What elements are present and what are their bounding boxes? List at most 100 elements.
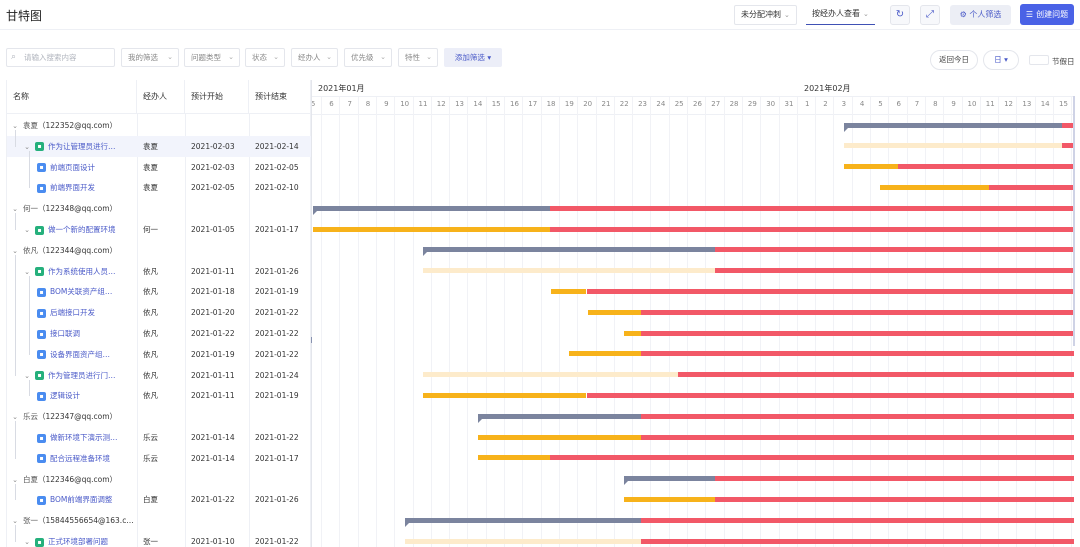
overdue-bar[interactable] [714, 496, 1074, 502]
story-bar[interactable] [422, 372, 678, 378]
group-summary-bar[interactable] [624, 476, 715, 482]
issue-type-select[interactable]: 问题类型 ⌄ [184, 48, 240, 67]
create-issue-button[interactable]: ☰ 创建问题 [1020, 4, 1074, 25]
task-bar[interactable] [587, 309, 642, 315]
assignee-group-row[interactable]: ⌄ 白夏（122346@qq.com） [7, 469, 311, 490]
overdue-bar[interactable] [549, 226, 1074, 232]
task-bar[interactable] [477, 434, 642, 440]
expand-caret-icon[interactable]: ⌄ [24, 371, 30, 380]
story-bar[interactable] [843, 143, 1063, 149]
issue-title-link[interactable]: 正式环境部署问题 [48, 537, 108, 546]
overdue-bar[interactable] [641, 413, 1074, 419]
table-row[interactable]: ⌄ ▪ 作为系统使用人员… 依凡 2021-01-11 2021-01-26 [7, 261, 311, 282]
task-bar[interactable] [880, 184, 990, 190]
add-filter-button[interactable]: 添加筛选 ▾ [444, 48, 502, 67]
overdue-bar[interactable] [714, 268, 1074, 274]
overdue-bar[interactable] [714, 476, 1074, 482]
table-row[interactable]: ▪ BOM关联资产组… 依凡 2021-01-18 2021-01-19 [7, 281, 311, 302]
group-summary-bar[interactable] [404, 517, 642, 523]
overdue-bar[interactable] [897, 164, 1074, 170]
issue-title-link[interactable]: 后端接口开发 [50, 308, 95, 318]
issue-title-link[interactable]: 配合远程准备环境 [50, 453, 110, 463]
issue-title-link[interactable]: 做一个新的配置环境 [48, 225, 116, 234]
overdue-bar[interactable] [641, 434, 1074, 440]
assignee-group-row[interactable]: ⌄ 乐云（122347@qq.com） [7, 406, 311, 427]
personal-filter-button[interactable]: ⚙ 个人筛选 [950, 5, 1011, 25]
expand-caret-icon[interactable]: ⌄ [12, 246, 18, 255]
overdue-bar[interactable] [641, 538, 1074, 544]
overdue-bar[interactable] [549, 205, 1074, 211]
story-bar[interactable] [404, 538, 642, 544]
assignee-group-row[interactable]: ⌄ 何一（122348@qq.com） [7, 198, 311, 219]
expand-caret-icon[interactable]: ⌄ [12, 413, 18, 422]
holiday-toggle[interactable] [1029, 55, 1049, 65]
feature-select[interactable]: 特性 ⌄ [398, 48, 438, 67]
task-bar[interactable] [313, 226, 550, 232]
issue-title-link[interactable]: 做新环境下演示测… [50, 433, 118, 442]
expand-caret-icon[interactable]: ⌄ [12, 122, 18, 130]
expand-caret-icon[interactable]: ⌄ [24, 142, 30, 151]
overdue-bar[interactable] [641, 330, 1074, 336]
issue-title-link[interactable]: 接口联调 [50, 329, 80, 338]
overdue-bar[interactable] [678, 372, 1074, 378]
expand-caret-icon[interactable]: ⌄ [24, 538, 30, 546]
overdue-bar[interactable] [641, 351, 1074, 357]
assignee-group-row[interactable]: ⌄ 张一（15844556654@163.c… [7, 510, 311, 531]
overdue-bar[interactable] [586, 392, 1074, 398]
overdue-bar[interactable] [641, 517, 1074, 523]
overdue-bar[interactable] [1062, 143, 1074, 149]
issue-title-link[interactable]: 设备界面资产组… [50, 349, 110, 359]
expand-caret-icon[interactable]: ⌄ [12, 517, 18, 526]
expand-caret-icon[interactable]: ⌄ [12, 475, 18, 484]
issue-title-link[interactable]: BOM关联资产组… [50, 287, 113, 297]
assignee-select[interactable]: 经办人 ⌄ [291, 48, 338, 67]
overdue-bar[interactable] [641, 309, 1074, 315]
search-input[interactable]: ⌕ 请输入搜索内容 [6, 48, 115, 67]
table-row[interactable]: ▪ 前端页面设计 袁夏 2021-02-03 2021-02-05 [7, 157, 311, 178]
task-bar[interactable] [624, 330, 642, 336]
view-select[interactable]: 按经办人查看 ⌄ [806, 5, 875, 25]
issue-title-link[interactable]: 作为让管理员进行… [48, 141, 116, 151]
assignee-group-row[interactable]: ⌄ 依凡（122344@qq.com） [7, 240, 311, 261]
expand-caret-icon[interactable]: ⌄ [24, 267, 30, 276]
issue-title-link[interactable]: 作为系统使用人员… [48, 266, 116, 276]
task-bar[interactable] [422, 392, 587, 398]
my-filter-select[interactable]: 我的筛选 ⌄ [121, 48, 179, 67]
overdue-bar[interactable] [586, 288, 1074, 294]
task-bar[interactable] [624, 496, 715, 502]
story-bar[interactable] [422, 268, 715, 274]
overdue-bar[interactable] [1062, 122, 1074, 128]
fullscreen-button[interactable]: ⤢ [920, 5, 940, 25]
priority-select[interactable]: 优先级 ⌄ [344, 48, 392, 67]
table-row[interactable]: ▪ 接口联调 依凡 2021-01-22 2021-01-22 [7, 323, 311, 344]
table-row[interactable]: ▪ 配合远程准备环境 乐云 2021-01-14 2021-01-17 [7, 448, 311, 469]
table-row[interactable]: ▪ 设备界面资产组… 依凡 2021-01-19 2021-01-22 [7, 344, 311, 365]
task-bar[interactable] [550, 288, 587, 294]
gantt-scrollbar[interactable] [1073, 96, 1075, 346]
overdue-bar[interactable] [549, 455, 1074, 461]
table-row[interactable]: ▪ 逻辑设计 依凡 2021-01-11 2021-01-19 [7, 385, 311, 406]
task-bar[interactable] [569, 351, 642, 357]
status-select[interactable]: 状态 ⌄ [245, 48, 285, 67]
overdue-bar[interactable] [714, 247, 1074, 253]
group-summary-bar[interactable] [477, 413, 642, 419]
assignee-group-row[interactable]: ⌄ 袁夏（122352@qq.com） [7, 115, 311, 136]
table-row[interactable]: ▪ 后端接口开发 依凡 2021-01-20 2021-01-22 [7, 302, 311, 323]
overdue-bar[interactable] [989, 184, 1074, 190]
table-row[interactable]: ▪ BOM前端界面调整 白夏 2021-01-22 2021-01-26 [7, 489, 311, 510]
issue-title-link[interactable]: 前端界面开发 [50, 183, 95, 193]
task-bar[interactable] [843, 164, 898, 170]
group-summary-bar[interactable] [843, 122, 1063, 128]
table-row[interactable]: ▪ 前端界面开发 袁夏 2021-02-05 2021-02-10 [7, 177, 311, 198]
table-row[interactable]: ⌄ ▪ 做一个新的配置环境 何一 2021-01-05 2021-01-17 [7, 219, 311, 240]
issue-title-link[interactable]: 前端页面设计 [50, 162, 95, 172]
expand-caret-icon[interactable]: ⌄ [24, 226, 30, 234]
back-to-today-button[interactable]: 返回今日 [930, 50, 978, 70]
task-bar[interactable] [477, 455, 550, 461]
issue-title-link[interactable]: 作为管理员进行门… [48, 370, 116, 380]
table-row[interactable]: ⌄ ▪ 作为让管理员进行… 袁夏 2021-02-03 2021-02-14 [7, 135, 311, 157]
issue-title-link[interactable]: 逻辑设计 [50, 391, 80, 401]
time-unit-select[interactable]: 日 ▾ [983, 50, 1019, 70]
expand-caret-icon[interactable]: ⌄ [12, 205, 18, 214]
group-summary-bar[interactable] [422, 247, 715, 253]
